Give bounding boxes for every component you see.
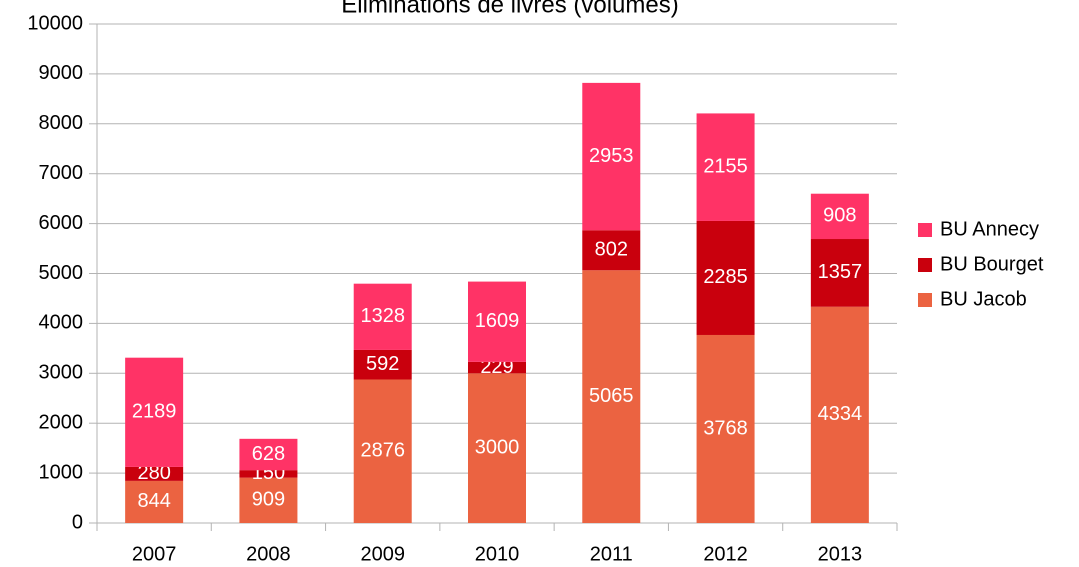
- bar-segment: [353, 349, 412, 380]
- y-tick-label: 1000: [39, 461, 84, 483]
- x-tick-label: 2008: [246, 543, 291, 565]
- y-tick-label: 2000: [39, 411, 84, 433]
- data-label: 628: [252, 443, 285, 465]
- y-tick-label: 0: [72, 511, 83, 533]
- bar-segment: [353, 379, 412, 523]
- bar-segment: [582, 82, 641, 231]
- data-label: 2285: [703, 266, 748, 288]
- bar-segment: [696, 334, 755, 523]
- data-label: 844: [137, 490, 170, 512]
- legend-swatch: [918, 223, 932, 237]
- bar-segment: [810, 306, 869, 523]
- y-tick-label: 8000: [39, 112, 84, 134]
- bar-segment: [353, 283, 412, 350]
- data-label: 2953: [589, 145, 634, 167]
- y-tick-label: 5000: [39, 262, 84, 284]
- bar-segment: [468, 281, 526, 362]
- x-tick-label: 2010: [475, 543, 520, 565]
- data-label: 1357: [818, 261, 863, 283]
- data-label: 280: [137, 462, 170, 484]
- data-label: 3768: [703, 417, 748, 439]
- data-label: 908: [823, 205, 856, 227]
- x-tick-label: 2012: [703, 543, 748, 565]
- y-tick-label: 9000: [39, 62, 84, 84]
- data-label: 802: [595, 239, 628, 261]
- x-tick-label: 2009: [360, 543, 405, 565]
- bar-segment: [468, 361, 526, 374]
- x-tick-label: 2013: [818, 543, 863, 565]
- data-label: 592: [366, 353, 399, 375]
- data-label: 1328: [360, 305, 405, 327]
- data-label: 1609: [475, 310, 520, 332]
- y-tick-label: 6000: [39, 212, 84, 234]
- legend-label: BU Annecy: [940, 218, 1039, 240]
- y-tick-label: 10000: [27, 12, 83, 34]
- data-label: 5065: [589, 385, 634, 407]
- bar-segment: [582, 230, 641, 271]
- data-label: 2189: [132, 401, 177, 423]
- x-tick-label: 2011: [590, 543, 633, 565]
- y-tick-label: 4000: [39, 312, 84, 334]
- legend-label: BU Jacob: [940, 288, 1027, 310]
- data-label: 3000: [475, 436, 520, 458]
- y-tick-label: 3000: [39, 362, 84, 384]
- bar-segment: [810, 193, 869, 240]
- data-label: 909: [252, 489, 285, 511]
- bar-segment: [468, 373, 526, 523]
- legend-label: BU Bourget: [940, 253, 1044, 275]
- bar-segment: [239, 470, 298, 478]
- x-tick-label: 2007: [132, 543, 177, 565]
- bar-segment: [810, 239, 869, 307]
- bar-segment: [696, 113, 755, 221]
- bar-segment: [125, 466, 184, 481]
- data-label: 2876: [360, 440, 405, 462]
- chart-title: Eliminations de livres (volumes): [341, 0, 678, 18]
- bar-segment: [239, 477, 298, 523]
- bar-segment: [125, 480, 184, 523]
- bar-segment: [125, 357, 184, 467]
- bar-segment: [696, 220, 755, 335]
- legend-swatch: [918, 293, 932, 307]
- legend-swatch: [918, 258, 932, 272]
- bar-segment: [239, 438, 298, 471]
- y-tick-label: 7000: [39, 162, 84, 184]
- data-label: 4334: [818, 403, 863, 425]
- bar-segment: [582, 270, 641, 523]
- data-label: 2155: [703, 155, 748, 177]
